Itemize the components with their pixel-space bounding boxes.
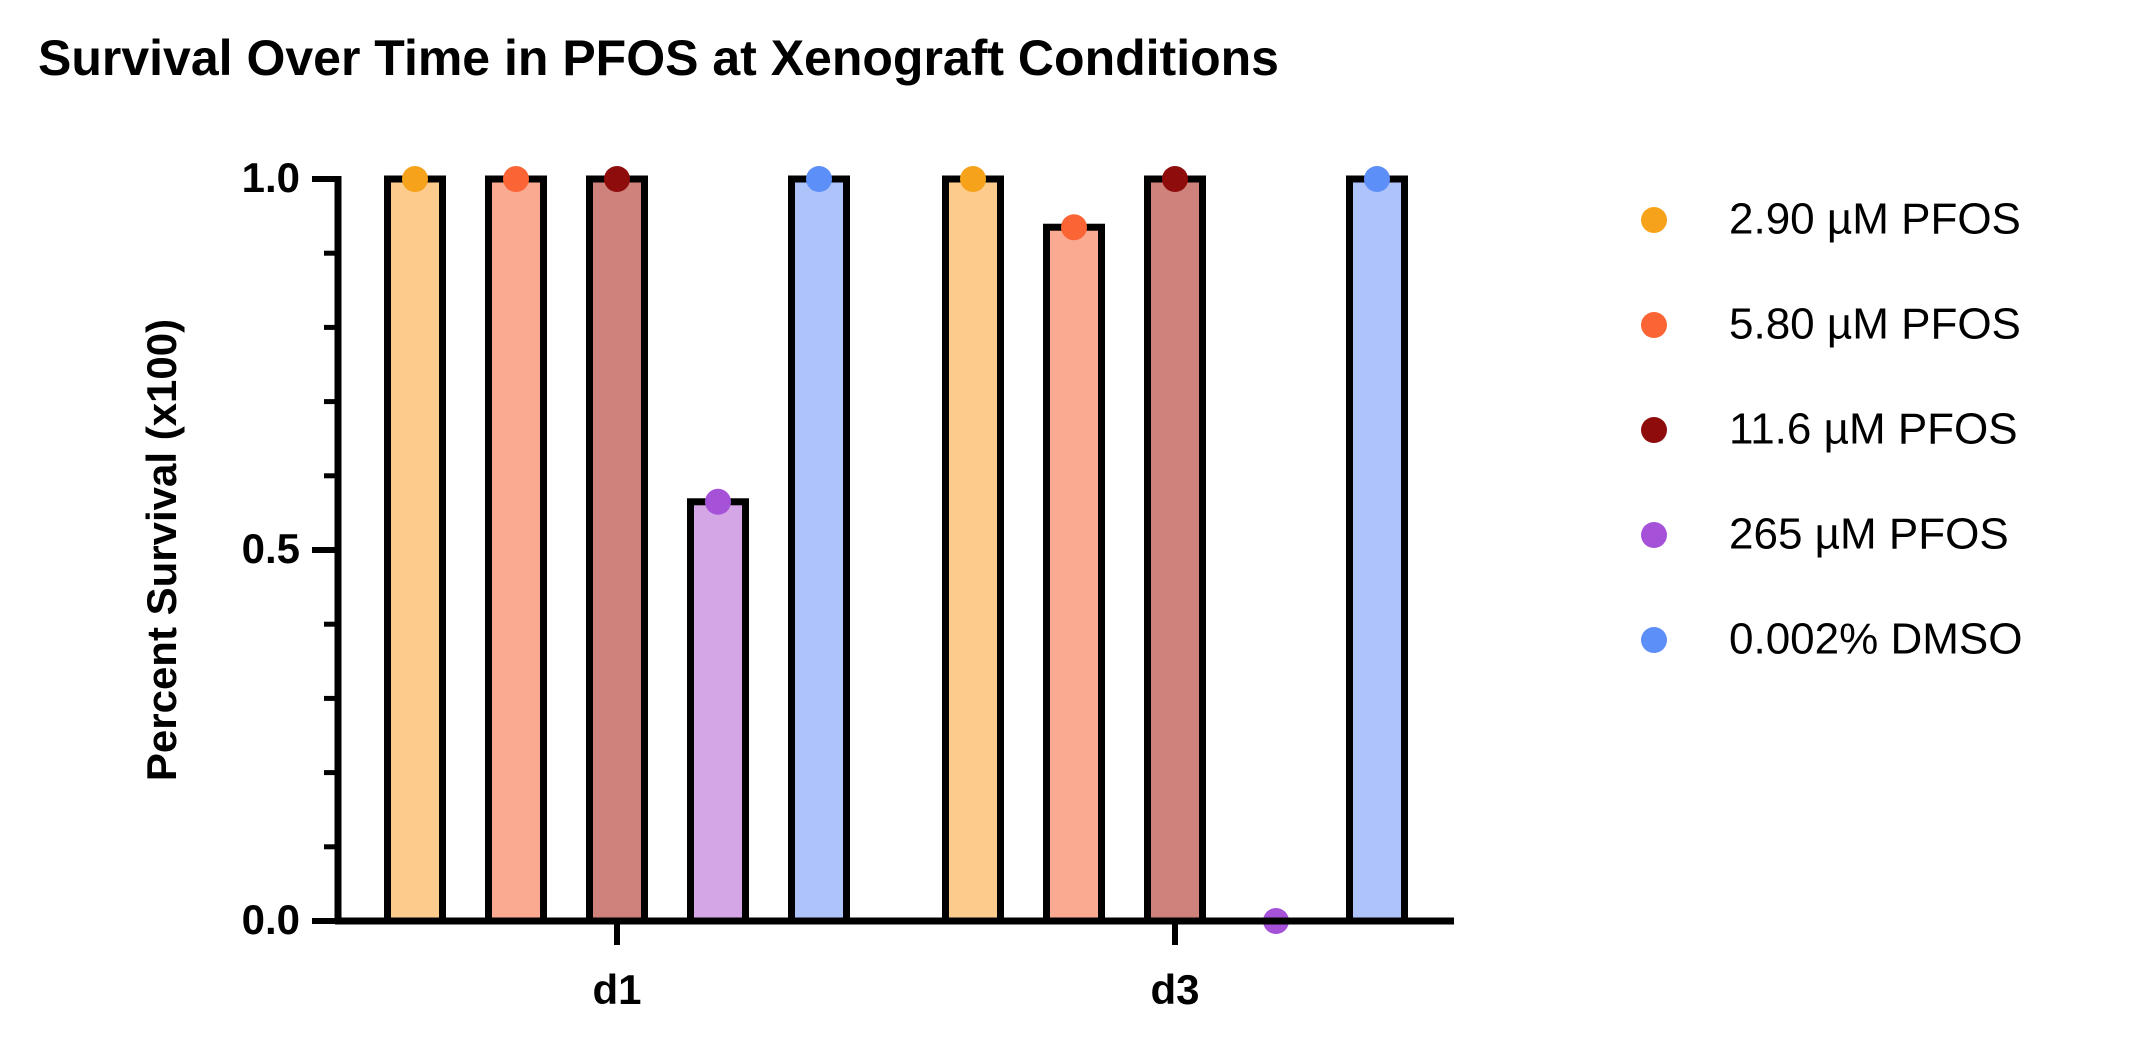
legend-marker bbox=[1641, 207, 1667, 233]
bar bbox=[1346, 175, 1408, 925]
data-point bbox=[806, 166, 832, 192]
bar bbox=[586, 175, 648, 925]
legend-label: 11.6 µM PFOS bbox=[1729, 405, 2018, 454]
bar bbox=[942, 175, 1004, 925]
legend-label: 5.80 µM PFOS bbox=[1729, 300, 2021, 349]
legend-marker bbox=[1641, 522, 1667, 548]
data-point bbox=[503, 166, 529, 192]
y-tick-label: 0.0 bbox=[242, 896, 300, 943]
bar bbox=[788, 175, 850, 925]
y-tick-label: 0.5 bbox=[242, 525, 300, 572]
data-point bbox=[1364, 166, 1390, 192]
data-point bbox=[960, 166, 986, 192]
bar bbox=[384, 175, 446, 925]
legend-marker bbox=[1641, 312, 1667, 338]
data-point bbox=[1162, 166, 1188, 192]
legend-label: 265 µM PFOS bbox=[1729, 510, 2009, 559]
data-point bbox=[705, 488, 731, 515]
bar bbox=[1144, 175, 1206, 925]
legend-label: 2.90 µM PFOS bbox=[1729, 195, 2021, 244]
data-point bbox=[604, 166, 630, 192]
bar bbox=[1043, 223, 1105, 925]
legend-marker bbox=[1641, 417, 1667, 443]
y-tick-label: 1.0 bbox=[242, 154, 300, 201]
legend-label: 0.002% DMSO bbox=[1729, 615, 2022, 664]
chart-title: Survival Over Time in PFOS at Xenograft … bbox=[38, 30, 1279, 86]
bar bbox=[687, 498, 749, 925]
x-tick-label: d1 bbox=[592, 966, 641, 1013]
x-tick-label: d3 bbox=[1150, 966, 1199, 1013]
bar bbox=[485, 175, 547, 925]
y-axis-label: Percent Survival (x100) bbox=[138, 319, 185, 781]
data-point bbox=[402, 166, 428, 192]
legend-marker bbox=[1641, 627, 1667, 653]
data-point bbox=[1061, 214, 1087, 241]
